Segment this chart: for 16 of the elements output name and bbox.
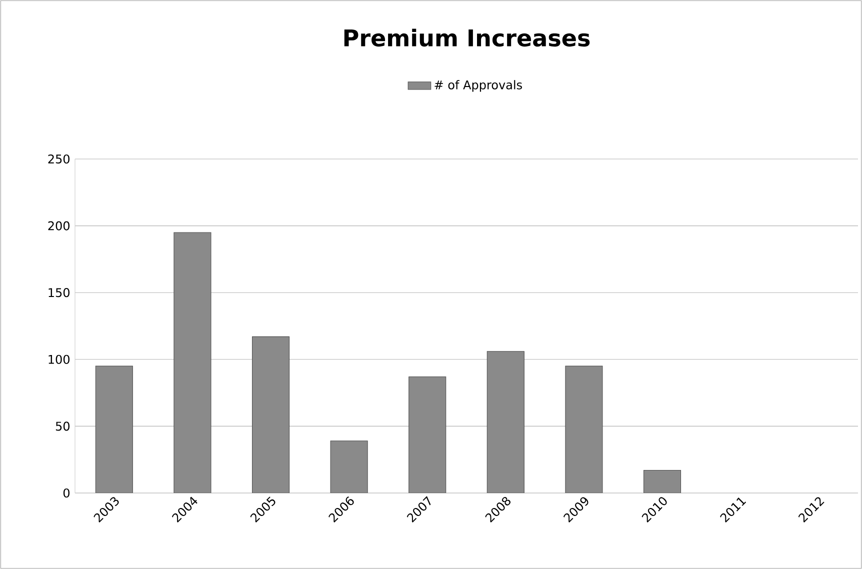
y-tick-label: 200 — [48, 221, 70, 230]
bar — [252, 336, 290, 493]
legend-label: # of Approvals — [434, 80, 522, 92]
bar — [174, 232, 212, 493]
y-tick-label: 0 — [63, 488, 70, 498]
y-tick-label: 250 — [48, 154, 70, 164]
bar — [565, 366, 603, 493]
y-tick-label: 50 — [56, 422, 70, 431]
chart-title: Premium Increases — [344, 28, 590, 47]
bar — [486, 351, 524, 493]
bar — [643, 470, 682, 493]
y-tick-label: 100 — [48, 354, 70, 364]
bar — [408, 376, 446, 493]
y-tick-label: 150 — [48, 288, 70, 298]
bar — [330, 440, 368, 493]
bar — [95, 366, 133, 493]
